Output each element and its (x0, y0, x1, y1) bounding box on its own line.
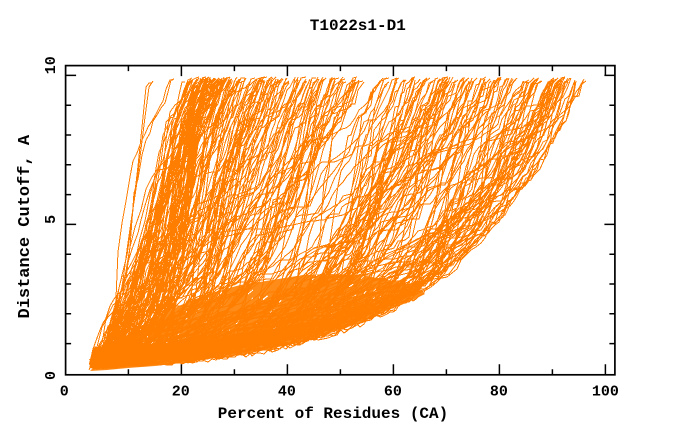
svg-text:5: 5 (43, 215, 60, 224)
svg-text:80: 80 (490, 383, 508, 400)
svg-text:20: 20 (172, 383, 190, 400)
svg-text:T1022s1-D1: T1022s1-D1 (310, 17, 406, 35)
svg-text:40: 40 (278, 383, 296, 400)
svg-text:60: 60 (384, 383, 402, 400)
svg-text:Percent of Residues (CA): Percent of Residues (CA) (218, 405, 448, 423)
svg-text:100: 100 (592, 383, 619, 400)
svg-text:10: 10 (43, 56, 60, 74)
svg-text:0: 0 (60, 383, 69, 400)
svg-text:Distance Cutoff, A: Distance Cutoff, A (16, 134, 35, 318)
svg-text:0: 0 (43, 371, 60, 380)
